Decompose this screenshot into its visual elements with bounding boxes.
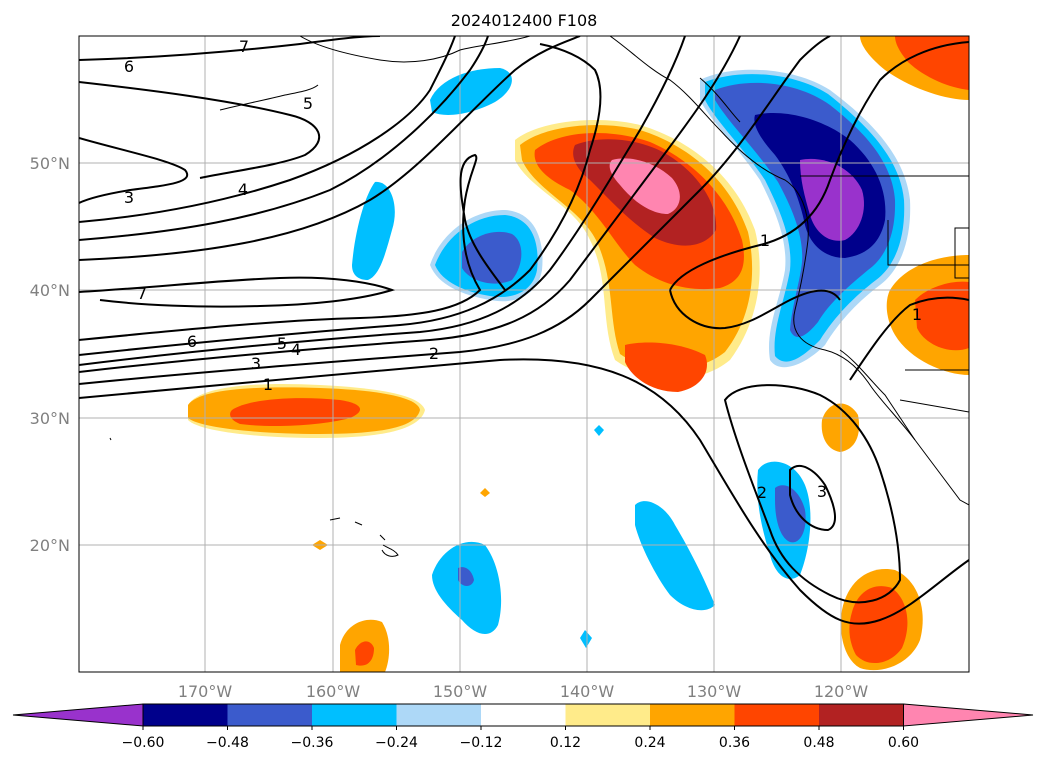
colorbar-tick-label: 0.48 <box>803 735 834 751</box>
colorbar-swatch <box>143 704 228 726</box>
colorbar-extend-low <box>12 703 144 727</box>
contour-labels: 7 6 5 3 4 7 6 5 4 3 2 1 1 1 2 3 <box>124 37 922 502</box>
lon-label: 130°W <box>687 682 742 701</box>
colorbar-tick-label: −0.36 <box>291 735 334 751</box>
contour-label: 5 <box>303 94 313 113</box>
contour-label: 1 <box>263 375 273 394</box>
contour-label: 3 <box>817 482 827 501</box>
contour-label: 1 <box>760 231 770 250</box>
colorbar-tick-label: −0.24 <box>375 735 418 751</box>
colorbar-swatch <box>819 704 904 726</box>
colorbar-swatch <box>650 704 735 726</box>
lon-label: 150°W <box>433 682 488 701</box>
contour-label: 3 <box>124 188 134 207</box>
map-area: 7 6 5 3 4 7 6 5 4 3 2 1 1 1 2 3 <box>79 36 969 672</box>
contour-label: 6 <box>124 57 134 76</box>
contour-label: 7 <box>137 284 147 303</box>
contour-label: 6 <box>187 332 197 351</box>
contour-label: 7 <box>239 37 249 56</box>
colorbar-swatch <box>481 704 566 726</box>
lat-label: 40°N <box>30 281 70 300</box>
latitude-labels: 50°N 40°N 30°N 20°N <box>30 154 70 555</box>
map-title: 2024012400 F108 <box>451 11 598 30</box>
longitude-labels: 170°W 160°W 150°W 140°W 130°W 120°W <box>178 682 869 701</box>
coastlines <box>109 36 969 557</box>
lon-label: 140°W <box>560 682 615 701</box>
lat-label: 20°N <box>30 536 70 555</box>
contour-label: 4 <box>238 180 248 199</box>
contour-label: 2 <box>429 344 439 363</box>
colorbar-swatch <box>227 704 312 726</box>
contour-label: 4 <box>291 340 301 359</box>
contour-label: 1 <box>912 305 922 324</box>
lon-label: 160°W <box>306 682 361 701</box>
colorbar-tick-label: −0.60 <box>122 735 165 751</box>
contour-label: 2 <box>757 483 767 502</box>
colorbar-swatch <box>396 704 481 726</box>
lat-label: 50°N <box>30 154 70 173</box>
colorbar-tick-label: 0.12 <box>550 735 581 751</box>
map-frame <box>78 35 970 673</box>
contour-label: 5 <box>277 334 287 353</box>
colorbar-swatch <box>734 704 819 726</box>
colorbar-frame <box>142 703 904 727</box>
lon-label: 170°W <box>178 682 233 701</box>
colorbar-tick-label: 0.36 <box>719 735 750 751</box>
colorbar-tick-label: −0.12 <box>460 735 503 751</box>
colorbar-tick-label: 0.60 <box>888 735 919 751</box>
colorbar: −0.60 −0.48 −0.36 −0.24 −0.12 0.12 0.24 0.36 0.4… <box>12 703 1034 751</box>
colorbar-swatch <box>565 704 650 726</box>
height-contours <box>79 36 969 625</box>
contour-label: 3 <box>251 354 261 373</box>
colorbar-extend-high <box>903 703 1034 727</box>
colorbar-swatch <box>312 704 397 726</box>
colorbar-tick-label: 0.24 <box>634 735 665 751</box>
gridlines <box>79 36 969 672</box>
lat-label: 30°N <box>30 409 70 428</box>
lon-label: 120°W <box>814 682 869 701</box>
colorbar-tick-label: −0.48 <box>206 735 249 751</box>
